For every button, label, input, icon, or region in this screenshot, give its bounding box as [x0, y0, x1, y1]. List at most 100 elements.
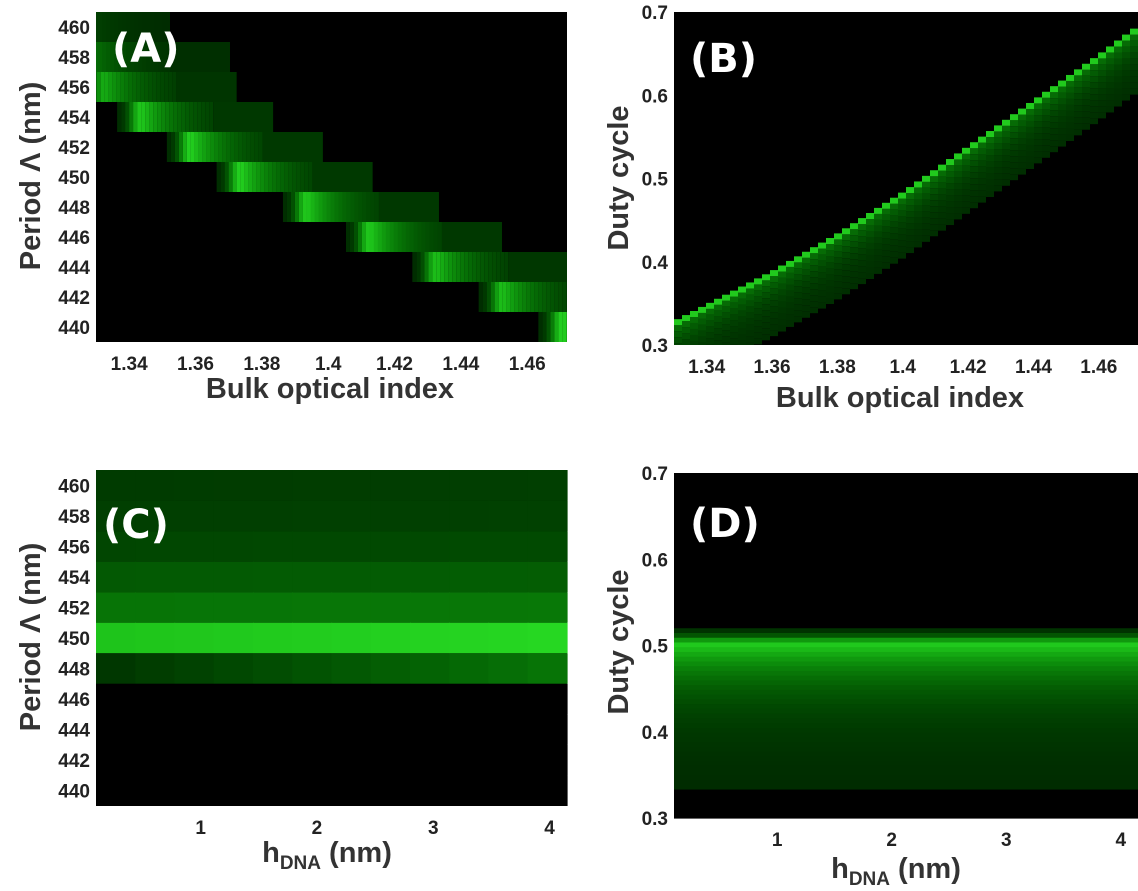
panel-b-glow: [858, 272, 866, 279]
panel-c-cell: [410, 714, 450, 745]
panel-a-cell: [437, 222, 442, 252]
panel-b-glow: [922, 205, 930, 212]
panel-b-glow: [906, 247, 914, 254]
panel-b-glow: [746, 306, 754, 313]
panel-b-line-cell: [1050, 86, 1058, 93]
panel-b-glow: [730, 320, 738, 327]
panel-c-cell: [135, 622, 176, 654]
panel-b-glow: [954, 171, 962, 178]
panel-a-cell: [116, 72, 121, 102]
panel-a-cell: [276, 162, 281, 192]
panel-d-cell: [674, 699, 1138, 705]
panel-a-cell: [149, 102, 154, 132]
panel-d-cell: [674, 737, 1138, 743]
panel-b-glow: [858, 230, 866, 237]
panel-a-ytick: 456: [58, 78, 90, 99]
panel-d-cell: [674, 647, 1138, 653]
panel-c-cell: [135, 744, 176, 776]
panel-b-glow: [938, 200, 946, 207]
panel-c-cell: [135, 653, 176, 684]
panel-b-glow: [682, 333, 690, 340]
panel-a-cell: [522, 282, 527, 312]
panel-a-cell: [148, 72, 153, 102]
panel-b-glow: [842, 246, 850, 253]
panel-b-glow: [1090, 88, 1098, 95]
panel-b-xtick: 1.4: [890, 357, 917, 378]
panel-b-glow: [770, 294, 778, 301]
panel-b-glow: [954, 207, 962, 214]
panel-c-cell: [96, 714, 136, 745]
panel-b-line-cell: [770, 270, 778, 277]
panel-c-cell: [174, 561, 215, 593]
panel-b-glow: [1098, 94, 1106, 101]
panel-a-xlabel: Bulk optical index: [206, 373, 454, 405]
panel-b-glow: [754, 302, 762, 309]
panel-b-glow: [1106, 106, 1114, 113]
panel-c-cell: [213, 592, 254, 623]
panel-b-glow: [1074, 93, 1082, 100]
panel-a-ytick: 448: [58, 198, 90, 219]
panel-b-glow: [826, 244, 834, 251]
panel-b-glow: [954, 201, 962, 208]
panel-a-cell: [274, 192, 279, 222]
panel-b-glow: [1058, 116, 1066, 123]
panel-c-cell: [292, 775, 333, 806]
panel-b-glow: [866, 272, 874, 279]
panel-b-glow: [762, 280, 770, 287]
panel-a-cell: [222, 132, 227, 162]
panel-a-cell: [133, 102, 138, 132]
panel-b-glow: [834, 239, 842, 246]
panel-b-glow: [738, 310, 746, 317]
panel-d-cell: [674, 751, 1138, 757]
panel-a-tail: [262, 132, 323, 162]
panel-b-glow: [970, 160, 978, 167]
panel-a-cell: [246, 132, 251, 162]
panel-b-glow: [882, 214, 890, 221]
panel-b-glow: [794, 262, 802, 269]
panel-a-cell: [357, 222, 362, 252]
panel-a-xtick: 1.42: [376, 354, 413, 375]
panel-b-glow: [802, 263, 810, 270]
panel-a-cell: [288, 162, 293, 192]
panel-b-glow: [1130, 88, 1138, 95]
panel-b-glow: [722, 342, 730, 345]
panel-b-glow: [1106, 76, 1114, 83]
panel-d-xlabel-unit: (nm): [890, 853, 961, 885]
panel-a-cell: [164, 72, 169, 102]
panel-b-glow: [746, 342, 754, 345]
panel-a-cell: [208, 162, 213, 192]
panel-b-glow: [1058, 86, 1066, 93]
panel-b-glow: [898, 246, 906, 253]
panel-c-cell: [488, 592, 529, 623]
panel-a-cell: [500, 252, 505, 282]
panel-b-glow: [930, 230, 938, 237]
panel-b-glow: [946, 177, 954, 184]
panel-d-cell: [674, 632, 1138, 639]
panel-b-line-cell: [1058, 80, 1066, 87]
panel-a-cell: [361, 222, 366, 252]
panel-c-cell: [331, 653, 372, 684]
panel-b-glow: [698, 318, 706, 325]
panel-b-glow: [810, 259, 818, 266]
panel-b-glow: [1090, 112, 1098, 119]
panel-c-cell: [174, 531, 215, 562]
panel-b-glow: [930, 218, 938, 225]
panel-b-line-cell: [978, 136, 986, 143]
panel-c-cell: [135, 561, 176, 593]
panel-b-glow: [1050, 98, 1058, 105]
panel-b-glow: [1018, 150, 1026, 157]
panel-c-cell: [488, 470, 529, 501]
panel-c-cell: [213, 714, 254, 745]
panel-b-glow: [802, 287, 810, 294]
panel-b-glow: [1050, 116, 1058, 123]
panel-b-glow: [938, 194, 946, 201]
panel-b-line-cell: [874, 207, 882, 214]
panel-a-xtick: 1.34: [111, 354, 148, 375]
panel-b-glow: [1042, 115, 1050, 122]
panel-b-glow: [826, 250, 834, 257]
panel-d-cell: [674, 685, 1138, 691]
panel-d-cell: [674, 727, 1138, 734]
panel-b-glow: [986, 185, 994, 192]
panel-b-glow: [1066, 134, 1074, 141]
